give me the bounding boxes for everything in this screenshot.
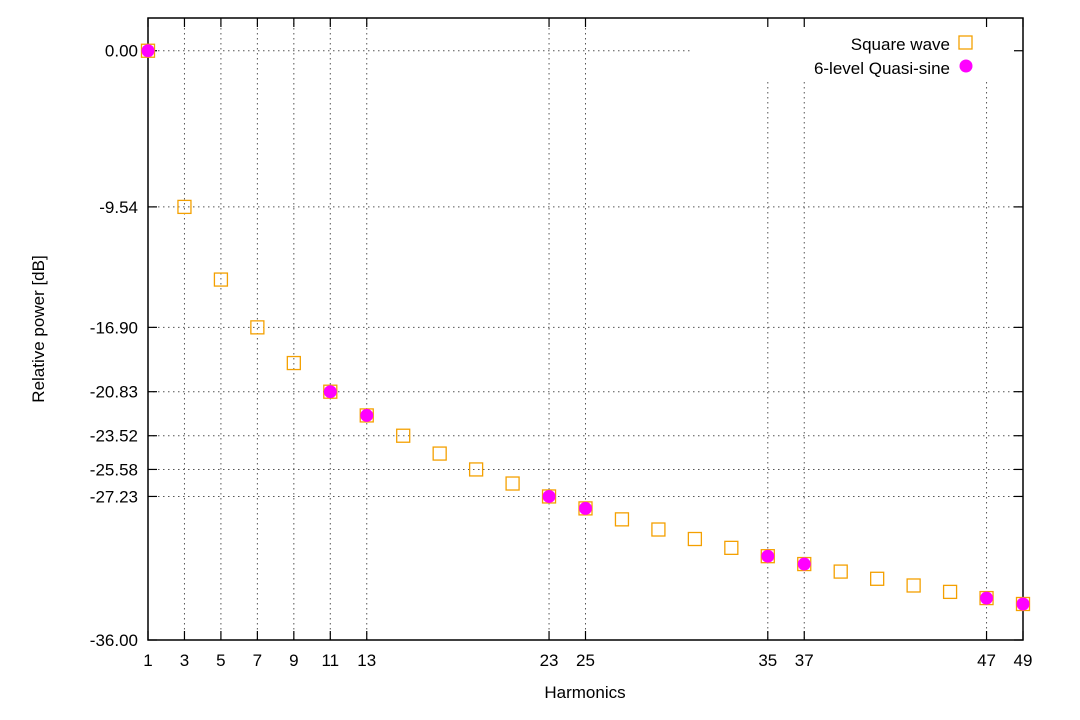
- x-tick-label: 47: [977, 651, 996, 670]
- square-wave-point: [870, 571, 885, 586]
- y-axis-label: Relative power [dB]: [29, 255, 48, 402]
- legend: Square wave 6-level Quasi-sine: [814, 35, 973, 78]
- legend-label-quasi-sine: 6-level Quasi-sine: [814, 59, 950, 78]
- legend-marker-square-wave: [958, 35, 973, 50]
- x-tick-label: 3: [180, 651, 189, 670]
- y-tick-label: -27.23: [90, 487, 138, 506]
- y-tick-label: -36.00: [90, 631, 138, 650]
- y-tick-labels: 0.00 -9.54 -16.90 -20.83 -23.52 -25.58 -27.23 -…: [90, 42, 138, 650]
- square-wave-point: [177, 199, 192, 215]
- legend-marker-quasi-sine: [959, 59, 973, 73]
- square-wave-point: [250, 320, 265, 335]
- x-tick-label: 7: [253, 651, 262, 670]
- x-tick-label: 1: [143, 651, 152, 670]
- square-wave-point: [906, 578, 921, 593]
- x-tick-label: 9: [289, 651, 298, 670]
- x-axis-label: Harmonics: [544, 683, 625, 702]
- square-wave-point: [286, 355, 301, 371]
- y-tick-label: -25.58: [90, 460, 138, 479]
- series-6-level-quasi-sine: [141, 44, 1030, 611]
- square-wave-point: [505, 476, 520, 491]
- square-wave-point: [468, 462, 484, 477]
- x-tick-label: 23: [540, 651, 559, 670]
- x-tick-label: 37: [795, 651, 814, 670]
- quasi-sine-point: [797, 557, 811, 571]
- x-tick-label: 11: [321, 651, 339, 670]
- x-tick-label: 13: [357, 651, 376, 670]
- y-tick-label: -20.83: [90, 383, 138, 402]
- y-tick-label: -23.52: [90, 427, 138, 446]
- axis-ticks: [147, 18, 1024, 641]
- x-tick-label: 35: [758, 651, 777, 670]
- quasi-sine-point: [579, 501, 592, 515]
- x-tick-labels: 1 3 5 7 9 11 13 23 25 35 37 47 49: [143, 651, 1032, 670]
- quasi-sine-point: [980, 591, 994, 605]
- y-tick-label: 0.00: [105, 42, 138, 61]
- quasi-sine-point: [761, 549, 775, 563]
- square-wave-point: [833, 564, 848, 579]
- square-wave-point: [942, 584, 958, 600]
- y-tick-label: -16.90: [90, 318, 138, 337]
- quasi-sine-point: [360, 408, 374, 422]
- grid-lines: [148, 18, 1023, 640]
- square-wave-point: [614, 512, 630, 527]
- y-tick-label: -9.54: [99, 198, 138, 217]
- square-wave-point: [724, 540, 739, 555]
- x-tick-label: 5: [216, 651, 225, 670]
- square-wave-point: [687, 531, 703, 547]
- x-tick-label: 49: [1014, 651, 1033, 670]
- square-wave-point: [651, 522, 666, 537]
- quasi-sine-point: [323, 385, 337, 399]
- x-tick-label: 25: [576, 651, 595, 670]
- legend-label-square-wave: Square wave: [851, 35, 950, 54]
- square-wave-point: [213, 272, 229, 287]
- square-wave-point: [396, 428, 411, 443]
- square-wave-point: [432, 446, 447, 461]
- quasi-sine-point: [542, 489, 556, 503]
- quasi-sine-point: [1016, 597, 1030, 611]
- data-series: [140, 43, 1031, 612]
- quasi-sine-point: [141, 44, 155, 58]
